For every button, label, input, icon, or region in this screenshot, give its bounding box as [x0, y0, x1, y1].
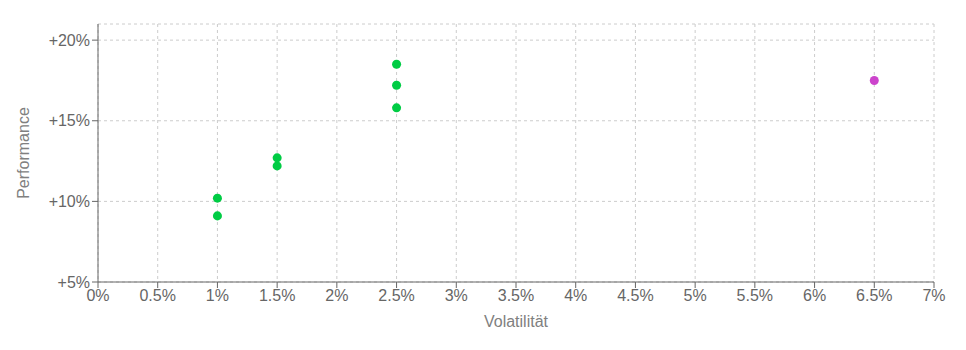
svg-text:Volatilität: Volatilität	[484, 313, 549, 330]
svg-text:4%: 4%	[564, 287, 587, 304]
svg-text:Performance: Performance	[15, 107, 32, 199]
svg-text:1%: 1%	[206, 287, 229, 304]
svg-text:1.5%: 1.5%	[259, 287, 295, 304]
svg-text:0.5%: 0.5%	[139, 287, 175, 304]
svg-text:5.5%: 5.5%	[737, 287, 773, 304]
svg-text:4.5%: 4.5%	[617, 287, 653, 304]
svg-text:5%: 5%	[684, 287, 707, 304]
svg-text:+20%: +20%	[49, 32, 90, 49]
svg-text:2.5%: 2.5%	[378, 287, 414, 304]
svg-text:7%: 7%	[922, 287, 945, 304]
svg-text:+5%: +5%	[58, 274, 90, 291]
svg-text:6%: 6%	[803, 287, 826, 304]
svg-text:3.5%: 3.5%	[498, 287, 534, 304]
svg-text:+15%: +15%	[49, 112, 90, 129]
svg-text:6.5%: 6.5%	[856, 287, 892, 304]
svg-text:3%: 3%	[445, 287, 468, 304]
svg-text:0%: 0%	[86, 287, 110, 305]
svg-text:+10%: +10%	[49, 193, 90, 210]
svg-text:2%: 2%	[325, 287, 348, 304]
